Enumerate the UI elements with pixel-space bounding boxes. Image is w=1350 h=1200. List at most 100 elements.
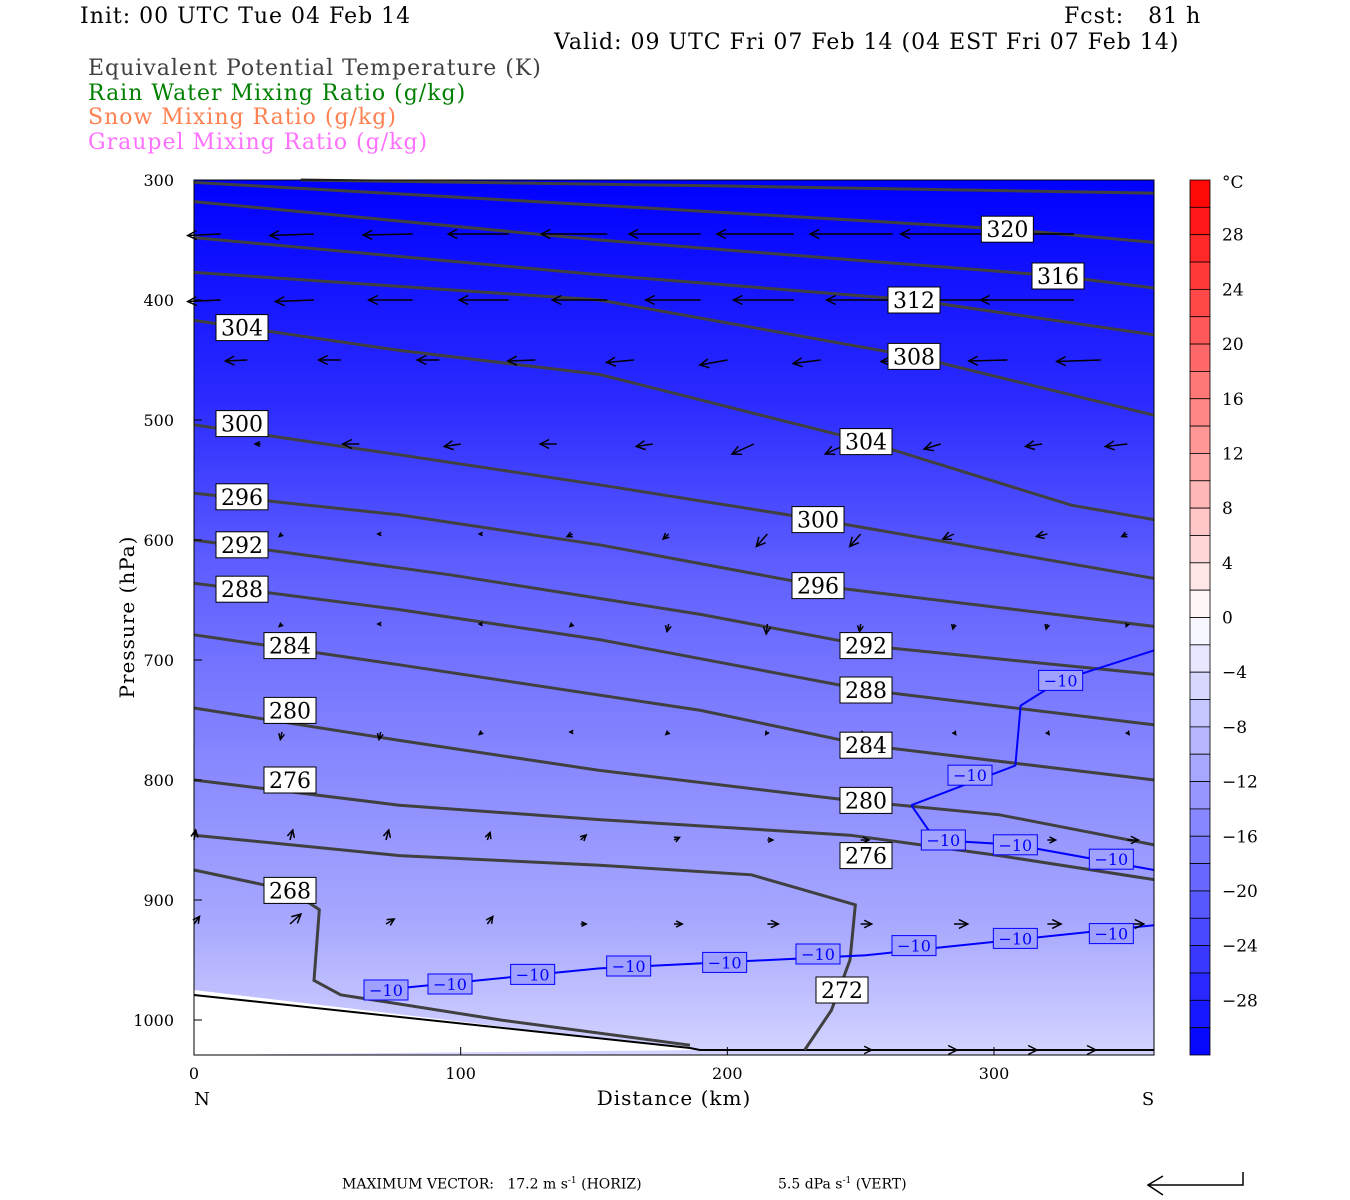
vector-head bbox=[268, 230, 280, 241]
isotherm-label: −10 bbox=[947, 764, 993, 786]
wind-vector bbox=[192, 915, 201, 925]
wind-vector bbox=[442, 440, 461, 451]
vector-head bbox=[478, 730, 484, 736]
vector-head bbox=[568, 729, 574, 735]
max-vector-note: MAXIMUM VECTOR: 17.2 m s-1 (HORIZ) bbox=[342, 1176, 642, 1193]
vector-head bbox=[1054, 356, 1067, 367]
wind-vector bbox=[954, 918, 970, 930]
forecast-hour: Fcst: 81 h bbox=[1064, 4, 1202, 29]
wind-vector bbox=[661, 532, 670, 541]
wind-vector bbox=[366, 294, 413, 306]
wind-vector bbox=[550, 294, 608, 306]
theta-e-label-288: 288 bbox=[839, 676, 893, 704]
vector-head bbox=[190, 828, 199, 838]
vector-head bbox=[278, 622, 284, 628]
label-text: 312 bbox=[893, 289, 935, 314]
colorbar-bin bbox=[1189, 753, 1211, 782]
wind-vector bbox=[808, 228, 893, 240]
plot-frame bbox=[193, 179, 1155, 1056]
vector-shaft bbox=[363, 233, 413, 236]
theta-e-label-320: 320 bbox=[980, 215, 1034, 243]
theta-e-contour-276 bbox=[193, 778, 1155, 882]
isotherm-label: −10 bbox=[795, 943, 841, 965]
vector-shaft bbox=[1025, 443, 1043, 448]
colorbar-tick-label: 8 bbox=[1222, 499, 1233, 519]
wind-vector bbox=[674, 920, 684, 928]
vector-head bbox=[823, 445, 836, 456]
vector-head bbox=[1134, 918, 1146, 930]
label-box bbox=[791, 572, 845, 600]
vector-head bbox=[361, 229, 373, 240]
colorbar-bin bbox=[1189, 808, 1211, 837]
label-text: 284 bbox=[845, 734, 887, 759]
label-text: −10 bbox=[516, 965, 550, 984]
vector-head bbox=[1049, 836, 1058, 844]
y-tick-label: 900 bbox=[143, 891, 174, 910]
vector-head bbox=[764, 730, 770, 736]
wind-vector bbox=[898, 228, 989, 240]
label-text: −10 bbox=[1094, 850, 1128, 869]
colorbar-tick-label: −20 bbox=[1222, 882, 1258, 902]
vector-shaft bbox=[923, 443, 941, 450]
vector-shaft bbox=[385, 829, 390, 841]
label-text: −10 bbox=[801, 945, 835, 964]
vector-head bbox=[675, 920, 684, 928]
vector-head bbox=[538, 438, 550, 450]
theta-e-contour-308 bbox=[193, 270, 1155, 417]
wind-vector bbox=[627, 228, 701, 240]
wind-vector bbox=[715, 228, 794, 240]
vector-head bbox=[824, 294, 837, 306]
theta-e-contour-284 bbox=[193, 633, 1155, 782]
label-box bbox=[263, 876, 317, 904]
vector-head bbox=[755, 536, 766, 548]
vector-head bbox=[627, 228, 639, 240]
vector-shaft bbox=[699, 359, 728, 366]
vector-shaft bbox=[444, 443, 461, 448]
label-text: 296 bbox=[797, 575, 839, 600]
wind-vector bbox=[767, 836, 775, 844]
wind-vector bbox=[634, 440, 653, 451]
label-box bbox=[1031, 262, 1085, 290]
theta-e-label-308: 308 bbox=[887, 342, 941, 370]
colorbar-bin bbox=[1189, 453, 1211, 482]
theta-e-contour-288 bbox=[193, 581, 1155, 727]
vector-head bbox=[673, 836, 682, 843]
label-text: −10 bbox=[897, 937, 931, 956]
x-end-label-north: N bbox=[194, 1089, 210, 1110]
theta-e-contour-296 bbox=[193, 491, 1155, 628]
vector-head bbox=[568, 622, 575, 628]
wind-vector bbox=[1047, 918, 1063, 930]
colorbar-tick-label: −4 bbox=[1222, 663, 1247, 683]
theta-e-label-304: 304 bbox=[839, 428, 893, 456]
vector-head bbox=[770, 919, 781, 929]
wind-vector bbox=[538, 438, 557, 450]
wind-vector bbox=[376, 731, 384, 742]
vector-head bbox=[1086, 1044, 1098, 1056]
wind-vector bbox=[950, 623, 957, 631]
label-text: 280 bbox=[845, 789, 887, 814]
label-box bbox=[839, 731, 893, 759]
vector-shaft bbox=[731, 443, 755, 455]
vector-head bbox=[1125, 730, 1130, 736]
vector-head bbox=[341, 438, 353, 450]
wind-vector bbox=[376, 621, 382, 627]
colorbar-bin bbox=[1189, 343, 1211, 372]
wind-vector bbox=[848, 533, 862, 548]
vector-head bbox=[1027, 1044, 1039, 1056]
vector-head bbox=[941, 531, 953, 541]
label-box bbox=[606, 955, 652, 977]
wind-vector bbox=[664, 623, 672, 634]
x-tick-label: 0 bbox=[189, 1064, 199, 1083]
theta-e-label-280: 280 bbox=[263, 696, 317, 724]
colorbar-bin bbox=[1189, 890, 1211, 919]
colorbar-tick-label: −28 bbox=[1222, 991, 1258, 1011]
wind-vector bbox=[755, 533, 768, 548]
vector-shaft bbox=[1056, 359, 1101, 363]
isotherm-label: −10 bbox=[1088, 848, 1134, 870]
colorbar-bin bbox=[1189, 480, 1211, 509]
vector-shaft bbox=[968, 359, 1008, 362]
legend-snow: Snow Mixing Ratio (g/kg) bbox=[88, 105, 397, 130]
wind-vector bbox=[1074, 1044, 1098, 1056]
max-vert-note: 5.5 dPa s-1 (VERT) bbox=[778, 1176, 907, 1193]
wind-vector bbox=[673, 836, 682, 843]
